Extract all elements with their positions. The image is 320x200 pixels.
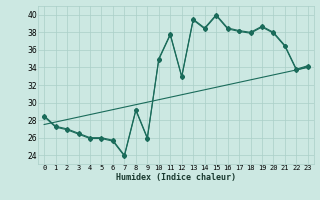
- X-axis label: Humidex (Indice chaleur): Humidex (Indice chaleur): [116, 173, 236, 182]
